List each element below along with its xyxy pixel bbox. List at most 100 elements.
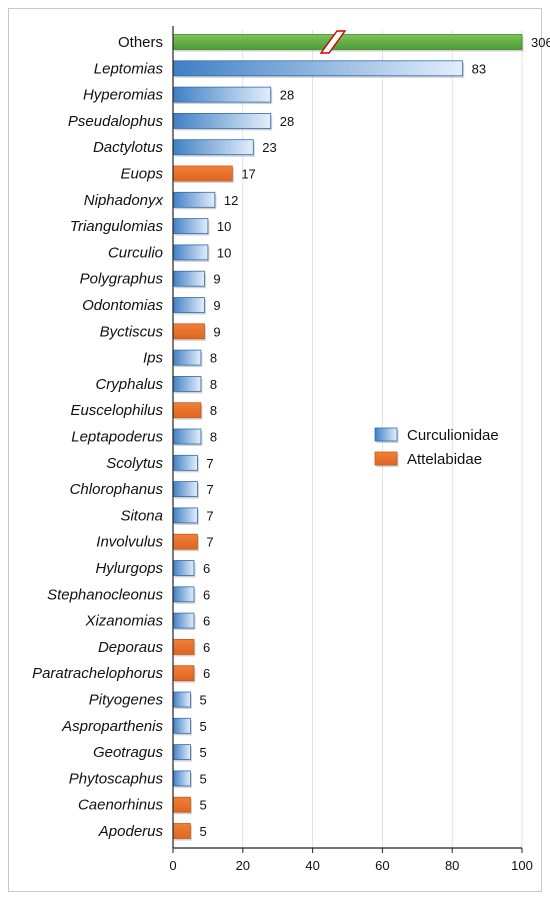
bar-sitona	[172, 507, 198, 524]
category-label: Stephanocleonus	[47, 586, 163, 603]
bar-dactylotus	[172, 139, 254, 156]
x-tick-label: 100	[511, 858, 533, 873]
bar-curculio	[172, 244, 209, 261]
category-label: Euscelophilus	[70, 402, 163, 419]
bar-triangulomias	[172, 218, 209, 235]
bars	[172, 30, 524, 841]
category-label: Odontomias	[82, 297, 163, 314]
x-tick-label: 40	[305, 858, 319, 873]
bar-leptapoderus	[172, 428, 202, 445]
value-label: 10	[217, 219, 231, 234]
value-label: 9	[213, 272, 220, 287]
bar-hyperomias	[172, 86, 272, 103]
category-label: Cryphalus	[95, 376, 163, 393]
value-label: 8	[210, 430, 217, 445]
category-label: Others	[118, 34, 163, 51]
category-label: Caenorhinus	[78, 797, 164, 814]
value-label: 83	[472, 61, 486, 76]
legend-swatch-curculionidae	[374, 427, 398, 442]
category-label: Byctiscus	[100, 323, 164, 340]
category-label: Polygraphus	[80, 271, 164, 288]
bar-involvulus	[172, 533, 198, 550]
x-tick-label: 20	[236, 858, 250, 873]
category-label: Asproparthenis	[61, 718, 163, 735]
value-label: 28	[280, 114, 294, 129]
bar-deporaus	[172, 639, 195, 655]
legend-swatch-attelabidae	[374, 451, 398, 466]
legend-label: Curculionidae	[407, 427, 499, 444]
category-label: Dactylotus	[93, 139, 164, 156]
value-label: 8	[210, 377, 217, 392]
bar-hylurgops	[172, 560, 195, 576]
category-label: Leptapoderus	[71, 429, 163, 446]
bar-phytoscaphus	[172, 770, 191, 787]
category-label: Chlorophanus	[70, 481, 164, 498]
bar-pityogenes	[172, 691, 191, 708]
legend-label: Attelabidae	[407, 451, 482, 468]
category-label: Deporaus	[98, 639, 164, 656]
category-label: Apoderus	[98, 823, 164, 840]
category-labels: Others Leptomias Hyperomias Pseudalophus Dac…	[32, 34, 163, 840]
bar-cryphalus	[172, 375, 202, 392]
category-label: Leptomias	[94, 60, 164, 77]
bar-paratrachelophorus	[172, 665, 195, 682]
legend: Curculionidae Attelabidae	[374, 427, 499, 468]
value-label: 5	[199, 693, 206, 708]
x-tick-label: 80	[445, 858, 459, 873]
category-label: Scolytus	[106, 455, 163, 472]
x-tick-label: 0	[169, 858, 176, 873]
category-label: Pseudalophus	[68, 113, 164, 130]
value-label: 6	[203, 640, 210, 655]
bar-stephanocleonus	[172, 586, 195, 603]
value-label: 8	[210, 403, 217, 418]
value-label: 8	[210, 351, 217, 366]
chart-frame	[8, 8, 542, 892]
category-label: Triangulomias	[70, 218, 164, 235]
value-label: 5	[199, 798, 206, 813]
bar-niphadonyx	[172, 191, 216, 208]
value-label: 9	[213, 324, 220, 339]
value-label: 7	[206, 456, 213, 471]
value-label: 7	[206, 482, 213, 497]
bar-euscelophilus	[172, 402, 202, 419]
bar-chlorophanus	[172, 481, 198, 498]
bar-asproparthenis	[172, 717, 191, 734]
value-label: 6	[203, 614, 210, 629]
value-label: 5	[199, 824, 206, 839]
category-label: Curculio	[108, 244, 163, 261]
x-ticks: 0 20 40 60 80 100	[169, 848, 533, 873]
bar-xizanomias	[172, 612, 195, 629]
value-label: 6	[203, 587, 210, 602]
axis-break-marker	[319, 30, 347, 54]
bar-scolytus	[172, 454, 198, 471]
category-label: Paratrachelophorus	[32, 665, 163, 682]
category-label: Geotragus	[93, 744, 164, 761]
bar-byctiscus	[172, 323, 205, 340]
bar-others	[172, 34, 523, 50]
value-label: 12	[224, 193, 238, 208]
bar-geotragus	[172, 744, 191, 760]
value-label: 17	[241, 167, 255, 182]
value-label: 23	[262, 140, 276, 155]
category-label: Hyperomias	[83, 87, 164, 104]
category-label: Hylurgops	[95, 560, 163, 577]
value-label: 28	[280, 88, 294, 103]
bar-euops	[172, 165, 233, 182]
bar-apoderus	[172, 823, 191, 839]
value-label: 6	[203, 561, 210, 576]
axes	[172, 26, 522, 849]
value-label: 5	[199, 745, 206, 760]
bar-leptomias	[172, 60, 464, 77]
category-label: Pityogenes	[89, 692, 164, 709]
gridlines	[242, 30, 523, 848]
category-label: Niphadonyx	[84, 192, 164, 209]
value-label: 6	[203, 666, 210, 681]
value-label: 7	[206, 508, 213, 523]
category-label: Xizanomias	[84, 613, 163, 630]
category-label: Euops	[120, 166, 163, 183]
value-label: 5	[199, 719, 206, 734]
x-tick-label: 60	[375, 858, 389, 873]
category-label: Ips	[143, 350, 164, 367]
